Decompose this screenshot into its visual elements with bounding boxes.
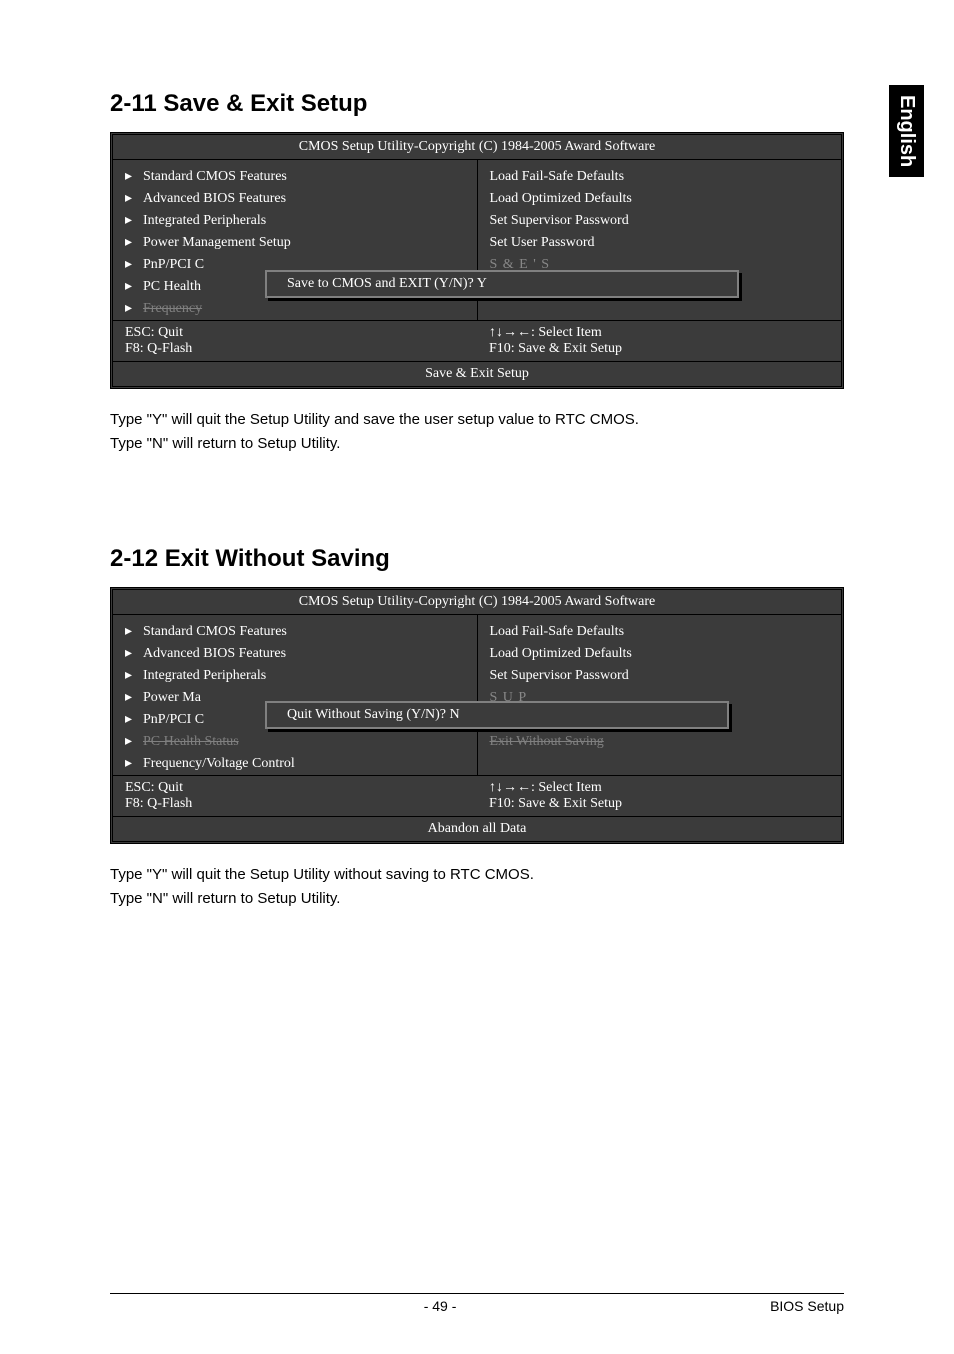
menu-item[interactable]: Load Optimized Defaults xyxy=(490,643,830,665)
menu-label: Integrated Peripherals xyxy=(143,665,266,687)
page-footer: - 49 - BIOS Setup xyxy=(110,1293,844,1314)
menu-item[interactable]: Load Fail-Safe Defaults xyxy=(490,621,830,643)
arrow-icon: ▸ xyxy=(125,254,143,276)
bios-left-menu: ▸Standard CMOS Features ▸Advanced BIOS F… xyxy=(113,615,478,775)
body-line: Type "N" will return to Setup Utility. xyxy=(110,888,844,910)
menu-label: PC Health Status xyxy=(143,731,239,753)
menu-item[interactable]: ▸PC Health Status xyxy=(125,731,465,753)
footer-key: ESC: Quit xyxy=(125,780,465,796)
menu-item[interactable]: ▸Integrated Peripherals xyxy=(125,665,465,687)
footer-key: F10: Save & Exit Setup xyxy=(489,341,829,357)
arrow-icon: ▸ xyxy=(125,298,143,320)
footer-section: BIOS Setup xyxy=(770,1298,844,1314)
menu-item[interactable]: ▸Advanced BIOS Features xyxy=(125,188,465,210)
menu-item-highlighted[interactable]: Exit Without Saving xyxy=(490,731,830,753)
menu-item[interactable]: ▸Frequency xyxy=(125,298,465,320)
arrow-icon: ▸ xyxy=(125,687,143,709)
menu-item[interactable]: Load Fail-Safe Defaults xyxy=(490,166,830,188)
menu-item[interactable]: ▸Standard CMOS Features xyxy=(125,621,465,643)
menu-label: PC Health xyxy=(143,276,201,298)
arrow-icon: ▸ xyxy=(125,621,143,643)
arrow-icon: ▸ xyxy=(125,188,143,210)
menu-label: Frequency xyxy=(143,298,202,320)
menu-item[interactable]: ▸Power Management Setup xyxy=(125,232,465,254)
menu-label: Standard CMOS Features xyxy=(143,621,287,643)
menu-label: Advanced BIOS Features xyxy=(143,643,286,665)
bios-footer-keys: ESC: Quit F8: Q-Flash ↑↓→←: Select Item … xyxy=(113,321,841,362)
menu-label: PnP/PCI C xyxy=(143,254,204,276)
arrow-icon: ▸ xyxy=(125,232,143,254)
dialog-text: Save to CMOS and EXIT (Y/N)? Y xyxy=(287,276,487,291)
section1-title: 2-11 Save & Exit Setup xyxy=(110,90,844,118)
arrow-icon: ▸ xyxy=(125,709,143,731)
footer-key: F10: Save & Exit Setup xyxy=(489,796,829,812)
save-exit-dialog[interactable]: Save to CMOS and EXIT (Y/N)? Y xyxy=(265,270,739,298)
arrow-icon: ▸ xyxy=(125,753,143,775)
arrow-icon: ▸ xyxy=(125,731,143,753)
menu-label: Integrated Peripherals xyxy=(143,210,266,232)
menu-item[interactable]: Set Supervisor Password xyxy=(490,665,830,687)
menu-item[interactable]: ▸Advanced BIOS Features xyxy=(125,643,465,665)
bios-header: CMOS Setup Utility-Copyright (C) 1984-20… xyxy=(113,135,841,160)
body-line: Type "Y" will quit the Setup Utility and… xyxy=(110,409,844,431)
footer-key: ↑↓→←: Select Item xyxy=(489,325,829,341)
menu-item[interactable]: Set User Password xyxy=(490,232,830,254)
bios-footer-status: Abandon all Data xyxy=(113,817,841,841)
section1-body: Type "Y" will quit the Setup Utility and… xyxy=(110,409,844,455)
section2-title: 2-12 Exit Without Saving xyxy=(110,545,844,573)
arrow-icon: ▸ xyxy=(125,643,143,665)
bios-screen-save-exit: CMOS Setup Utility-Copyright (C) 1984-20… xyxy=(110,132,844,389)
body-line: Type "Y" will quit the Setup Utility wit… xyxy=(110,864,844,886)
menu-label: Standard CMOS Features xyxy=(143,166,287,188)
bios-right-menu: Load Fail-Safe Defaults Load Optimized D… xyxy=(478,615,842,775)
section2-body: Type "Y" will quit the Setup Utility wit… xyxy=(110,864,844,910)
arrow-icon: ▸ xyxy=(125,665,143,687)
menu-item[interactable]: ▸Standard CMOS Features xyxy=(125,166,465,188)
menu-item[interactable]: ▸Integrated Peripherals xyxy=(125,210,465,232)
bios-header: CMOS Setup Utility-Copyright (C) 1984-20… xyxy=(113,590,841,615)
bios-footer-status: Save & Exit Setup xyxy=(113,362,841,386)
menu-label: Frequency/Voltage Control xyxy=(143,753,295,775)
arrow-icon: ▸ xyxy=(125,210,143,232)
footer-page-number: - 49 - xyxy=(424,1298,457,1314)
arrow-icon: ▸ xyxy=(125,166,143,188)
menu-item[interactable]: ▸Frequency/Voltage Control xyxy=(125,753,465,775)
footer-key: F8: Q-Flash xyxy=(125,341,465,357)
arrow-icon: ▸ xyxy=(125,276,143,298)
dialog-text: Quit Without Saving (Y/N)? N xyxy=(287,707,460,722)
footer-key: F8: Q-Flash xyxy=(125,796,465,812)
menu-item[interactable]: Set Supervisor Password xyxy=(490,210,830,232)
body-line: Type "N" will return to Setup Utility. xyxy=(110,433,844,455)
menu-label: Power Ma xyxy=(143,687,201,709)
bios-footer-keys: ESC: Quit F8: Q-Flash ↑↓→←: Select Item … xyxy=(113,776,841,817)
quit-no-save-dialog[interactable]: Quit Without Saving (Y/N)? N xyxy=(265,701,729,729)
menu-label: Power Management Setup xyxy=(143,232,291,254)
footer-key: ESC: Quit xyxy=(125,325,465,341)
menu-label: Advanced BIOS Features xyxy=(143,188,286,210)
footer-key: ↑↓→←: Select Item xyxy=(489,780,829,796)
menu-item[interactable]: Load Optimized Defaults xyxy=(490,188,830,210)
menu-label: PnP/PCI C xyxy=(143,709,204,731)
bios-screen-exit-no-save: CMOS Setup Utility-Copyright (C) 1984-20… xyxy=(110,587,844,844)
language-tab: English xyxy=(889,85,924,177)
